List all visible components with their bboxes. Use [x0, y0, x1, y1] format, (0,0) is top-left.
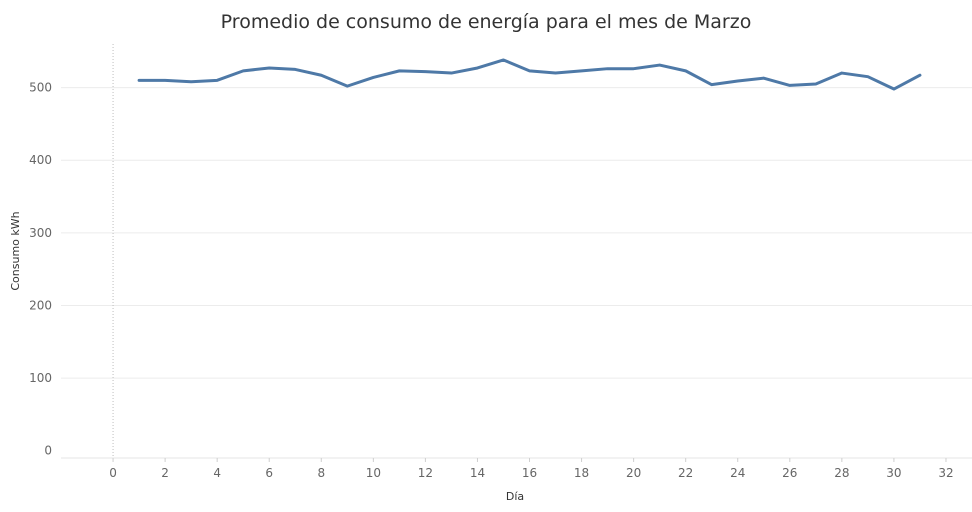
x-tick-label: 12	[418, 466, 433, 480]
x-tick-label: 10	[366, 466, 381, 480]
y-tick-label: 500	[29, 81, 52, 95]
series-line	[137, 58, 922, 91]
chart-title: Promedio de consumo de energía para el m…	[221, 11, 752, 33]
y-axis-label: Consumo kWh	[9, 211, 22, 290]
series-layer	[137, 58, 922, 91]
y-tick-label: 400	[29, 153, 52, 167]
x-tick-label: 32	[938, 466, 953, 480]
x-tick-label: 14	[470, 466, 485, 480]
x-tick-label: 28	[834, 466, 849, 480]
x-tick-label: 8	[317, 466, 325, 480]
x-tick-label: 6	[265, 466, 273, 480]
y-tick-label: 100	[29, 371, 52, 385]
y-tick-label: 200	[29, 298, 52, 312]
y-tick-label: 0	[44, 444, 52, 458]
x-tick-label: 4	[213, 466, 221, 480]
gridlines	[61, 44, 972, 458]
x-tick-label: 18	[574, 466, 589, 480]
y-tick-label: 300	[29, 226, 52, 240]
x-tick-label: 22	[678, 466, 693, 480]
x-tick-label: 0	[109, 466, 117, 480]
x-tick-label: 16	[522, 466, 537, 480]
x-axis-label: Día	[506, 490, 524, 503]
x-tick-label: 2	[161, 466, 169, 480]
x-tick-label: 26	[782, 466, 797, 480]
x-tick-label: 30	[886, 466, 901, 480]
x-tick-label: 24	[730, 466, 745, 480]
x-tick-label: 20	[626, 466, 641, 480]
